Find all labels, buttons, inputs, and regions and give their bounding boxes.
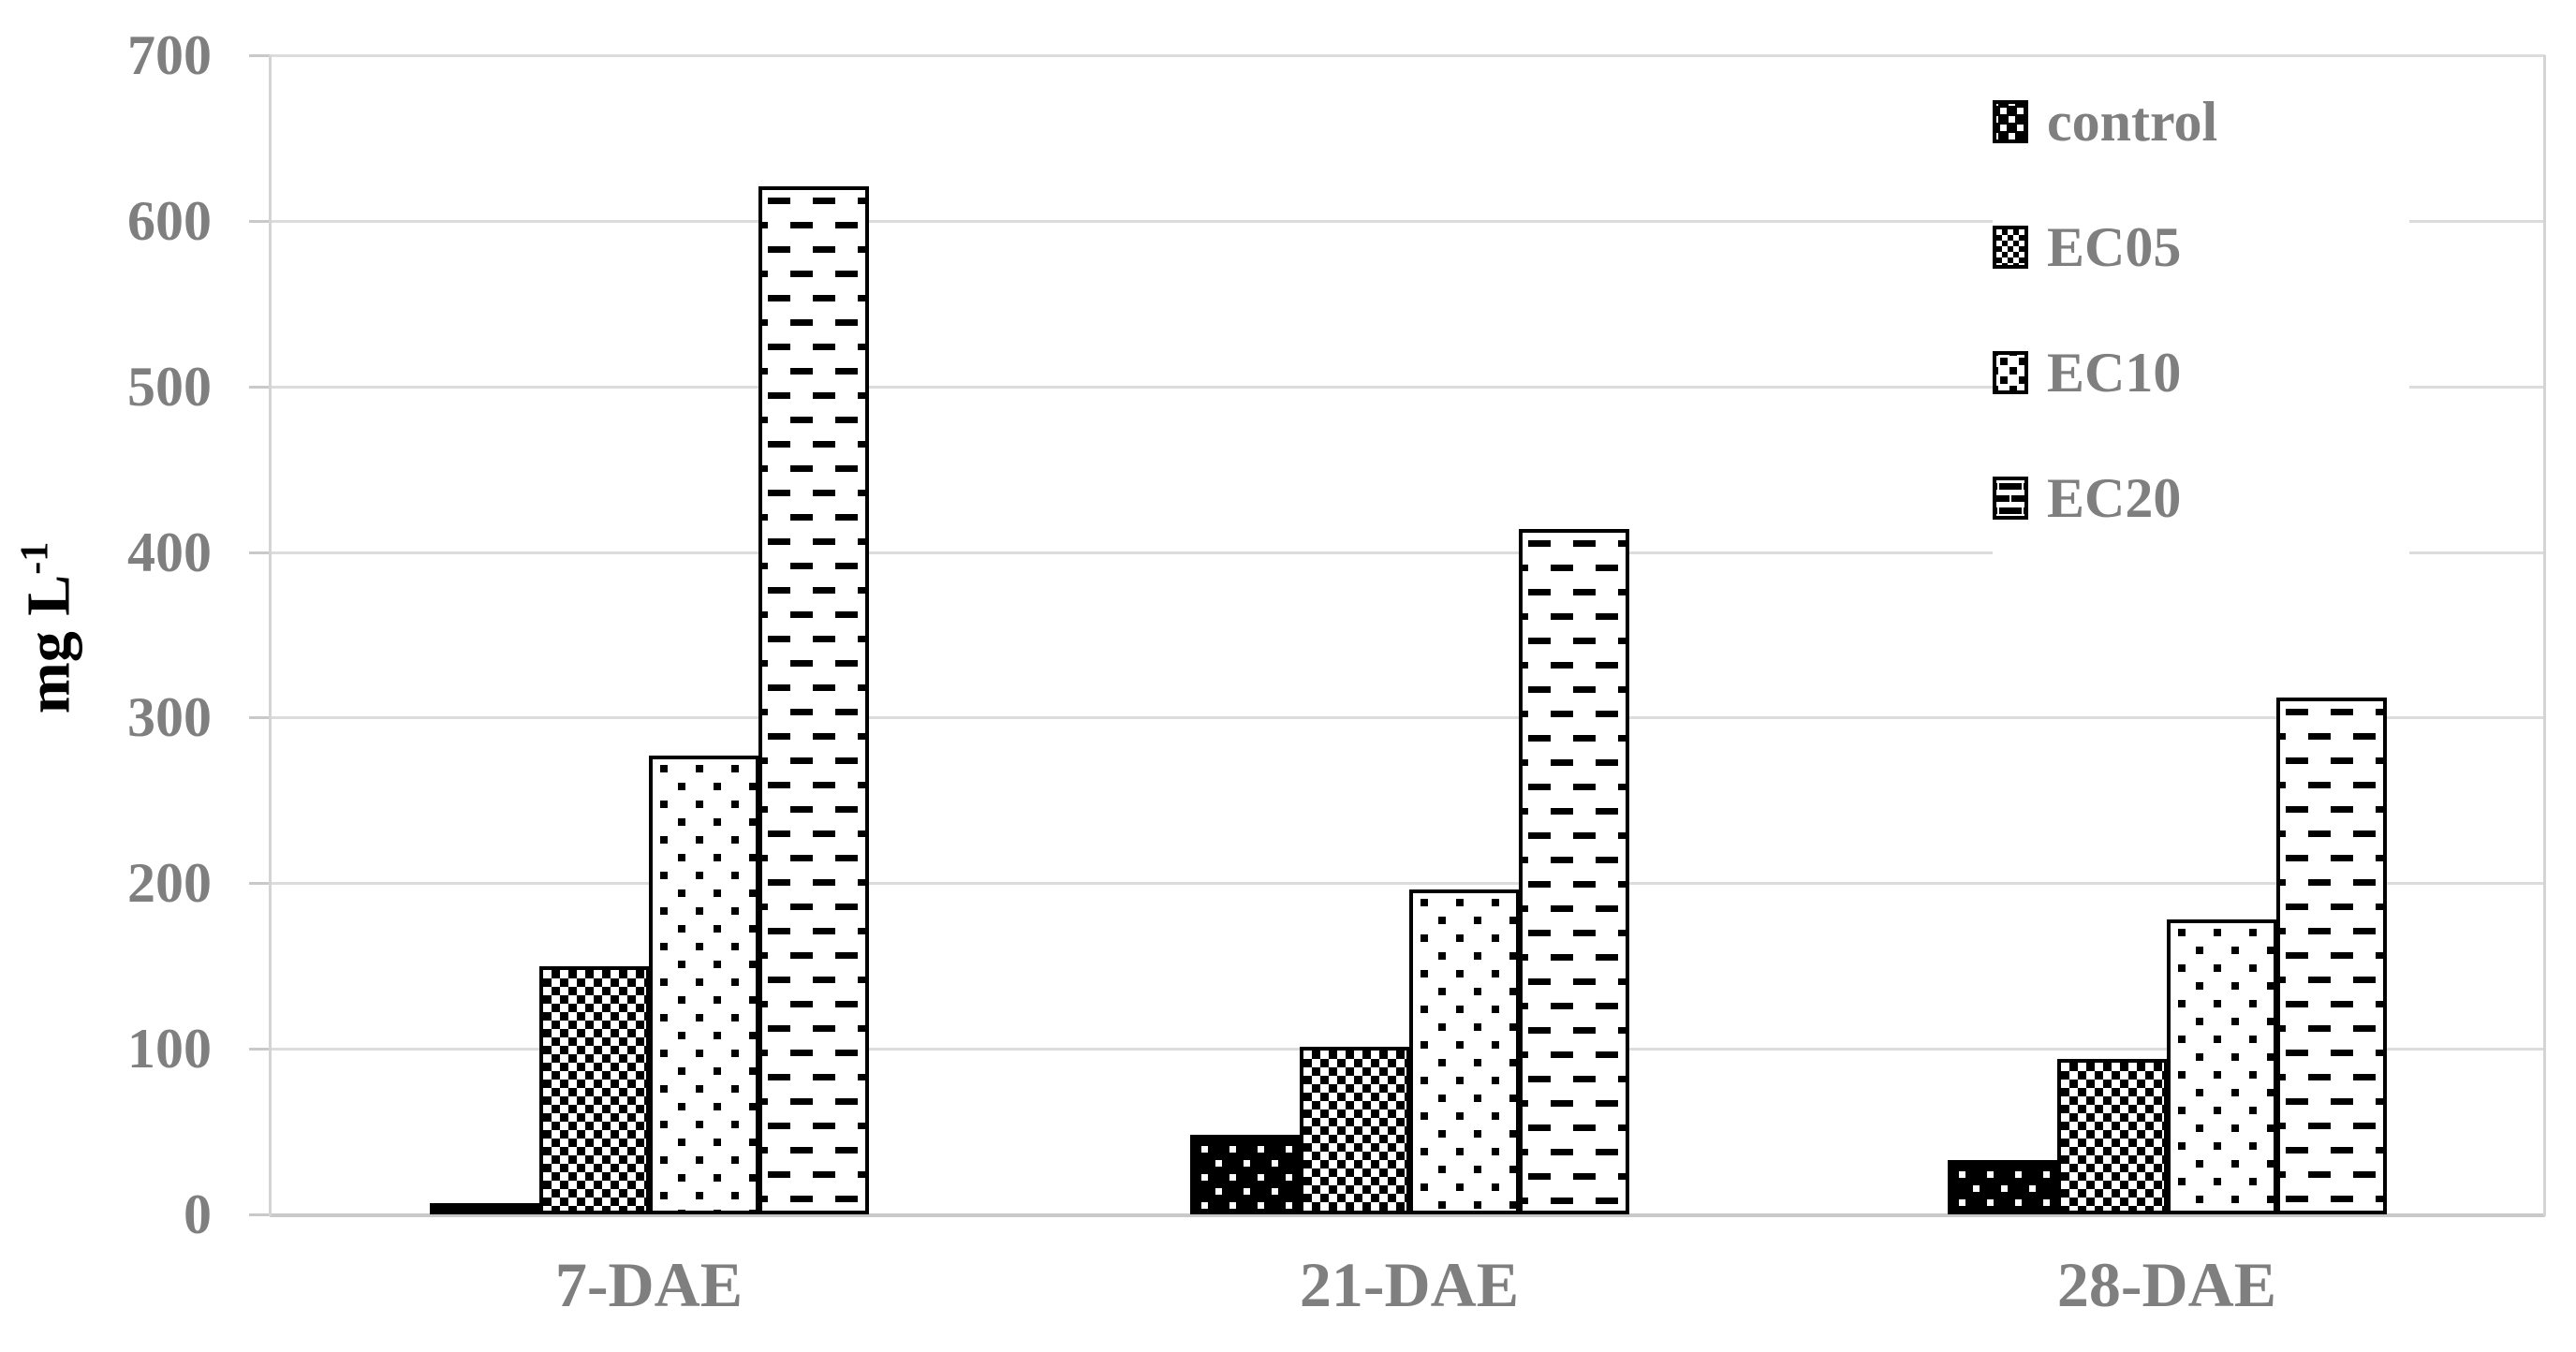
gridline-600 bbox=[270, 219, 2545, 223]
bar-EC20-28-DAE bbox=[2276, 698, 2387, 1214]
legend-label-control: control bbox=[2047, 91, 2218, 153]
plot-right-border bbox=[2543, 55, 2546, 1216]
x-category-label-7-DAE: 7-DAE bbox=[554, 1249, 743, 1320]
bar-EC10-28-DAE bbox=[2167, 919, 2277, 1214]
bar-EC20-7-DAE bbox=[758, 186, 869, 1214]
y-tick-300 bbox=[249, 716, 270, 720]
legend-item-EC05: EC05 bbox=[1993, 219, 2409, 275]
gridline-200 bbox=[270, 882, 2545, 886]
legend-item-control: control bbox=[1993, 94, 2409, 150]
bar-control-21-DAE bbox=[1190, 1135, 1301, 1214]
y-tick-700 bbox=[249, 54, 270, 57]
y-tick-500 bbox=[249, 385, 270, 389]
gridline-0 bbox=[270, 1213, 2545, 1217]
legend: control EC05 EC10 EC20 bbox=[1993, 94, 2409, 595]
legend-label-EC20: EC20 bbox=[2047, 467, 2182, 529]
y-tick-label-200: 200 bbox=[127, 852, 212, 915]
bar-EC10-21-DAE bbox=[1409, 889, 1520, 1214]
y-tick-label-700: 700 bbox=[127, 24, 212, 86]
y-axis-line bbox=[269, 55, 272, 1216]
legend-label-EC05: EC05 bbox=[2047, 216, 2182, 278]
y-tick-100 bbox=[249, 1048, 270, 1051]
legend-item-EC10: EC10 bbox=[1993, 345, 2409, 401]
y-tick-label-300: 300 bbox=[127, 686, 212, 749]
x-category-label-28-DAE: 28-DAE bbox=[2056, 1249, 2277, 1320]
bar-control-7-DAE bbox=[430, 1203, 540, 1214]
bar-EC10-7-DAE bbox=[649, 756, 759, 1214]
legend-swatch-EC05 bbox=[1993, 226, 2028, 269]
legend-label-EC10: EC10 bbox=[2047, 342, 2182, 404]
y-tick-200 bbox=[249, 882, 270, 886]
y-tick-label-400: 400 bbox=[127, 521, 212, 583]
legend-item-EC20: EC20 bbox=[1993, 470, 2409, 526]
gridline-400 bbox=[270, 551, 2545, 554]
x-category-label-21-DAE: 21-DAE bbox=[1299, 1249, 1520, 1320]
bar-EC05-28-DAE bbox=[2057, 1059, 2168, 1214]
bar-EC05-21-DAE bbox=[1300, 1047, 1410, 1214]
bar-EC20-21-DAE bbox=[1519, 529, 1629, 1214]
y-tick-600 bbox=[249, 219, 270, 223]
bar-EC05-7-DAE bbox=[539, 966, 650, 1214]
bar-control-28-DAE bbox=[1948, 1160, 2058, 1214]
y-tick-label-600: 600 bbox=[127, 189, 212, 252]
y-tick-label-500: 500 bbox=[127, 355, 212, 418]
gridline-700 bbox=[270, 54, 2545, 57]
y-tick-label-0: 0 bbox=[184, 1183, 212, 1245]
gridline-500 bbox=[270, 385, 2545, 389]
legend-swatch-EC20 bbox=[1993, 477, 2028, 520]
gridline-300 bbox=[270, 716, 2545, 720]
y-tick-400 bbox=[249, 551, 270, 554]
y-tick-0 bbox=[249, 1213, 270, 1216]
y-tick-label-100: 100 bbox=[127, 1018, 212, 1080]
y-axis-title: mg L-1 bbox=[13, 541, 83, 714]
legend-swatch-EC10 bbox=[1993, 351, 2028, 394]
legend-swatch-control bbox=[1993, 100, 2028, 143]
